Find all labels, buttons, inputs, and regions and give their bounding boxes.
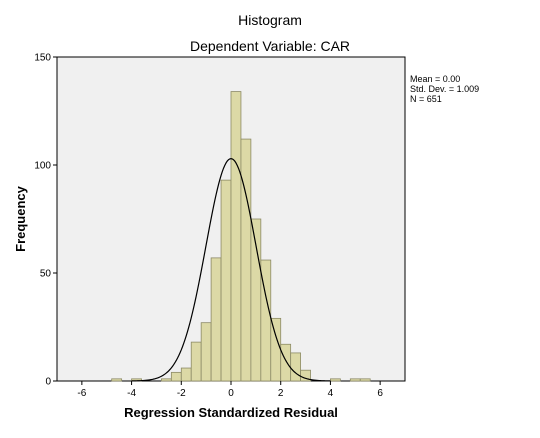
histogram-bar: [330, 378, 341, 382]
chart-title: Histogram: [238, 12, 302, 28]
axes-layer: -6 -4 -2 0 2 4 6 0 50 100 150: [34, 53, 383, 400]
y-tick-label: 150: [34, 53, 51, 64]
histogram-bar: [220, 179, 232, 382]
y-axis-title: Frequency: [13, 185, 28, 252]
y-tick-label: 100: [34, 161, 51, 172]
histogram-bar: [180, 367, 192, 382]
stats-std-dev: Std. Dev. = 1.009: [410, 84, 479, 94]
histogram-bar: [270, 317, 282, 382]
x-tick-label: 6: [377, 388, 383, 399]
x-tick-label: -2: [177, 388, 186, 399]
y-tick-label: 50: [40, 269, 52, 280]
y-tick-label: 0: [45, 377, 51, 388]
histogram-bar: [359, 378, 371, 382]
histogram-bar: [160, 378, 172, 382]
x-axis-title: Regression Standardized Residual: [124, 405, 338, 420]
histogram-bar: [190, 341, 202, 382]
bars-layer: [111, 91, 371, 382]
histogram-bar: [349, 378, 361, 382]
histogram-bar: [210, 257, 222, 382]
histogram-bar: [170, 371, 182, 382]
stats-legend: Mean = 0.00 Std. Dev. = 1.009 N = 651: [410, 74, 479, 104]
histogram-bar: [280, 343, 292, 382]
histogram-bar: [240, 138, 252, 382]
histogram-bar: [290, 352, 302, 382]
x-tick-label: 4: [328, 388, 334, 399]
chart-subtitle: Dependent Variable: CAR: [190, 38, 350, 54]
histogram-bar: [111, 378, 123, 382]
stats-mean: Mean = 0.00: [410, 74, 460, 84]
x-tick-label: -6: [77, 388, 86, 399]
x-tick-label: 0: [228, 388, 234, 399]
normal-curve: [131, 157, 331, 382]
stats-n: N = 651: [410, 94, 442, 104]
histogram-bar: [200, 322, 212, 382]
x-tick-label: -4: [127, 388, 136, 399]
histogram-bar: [230, 91, 242, 382]
x-tick-label: 2: [278, 388, 284, 399]
